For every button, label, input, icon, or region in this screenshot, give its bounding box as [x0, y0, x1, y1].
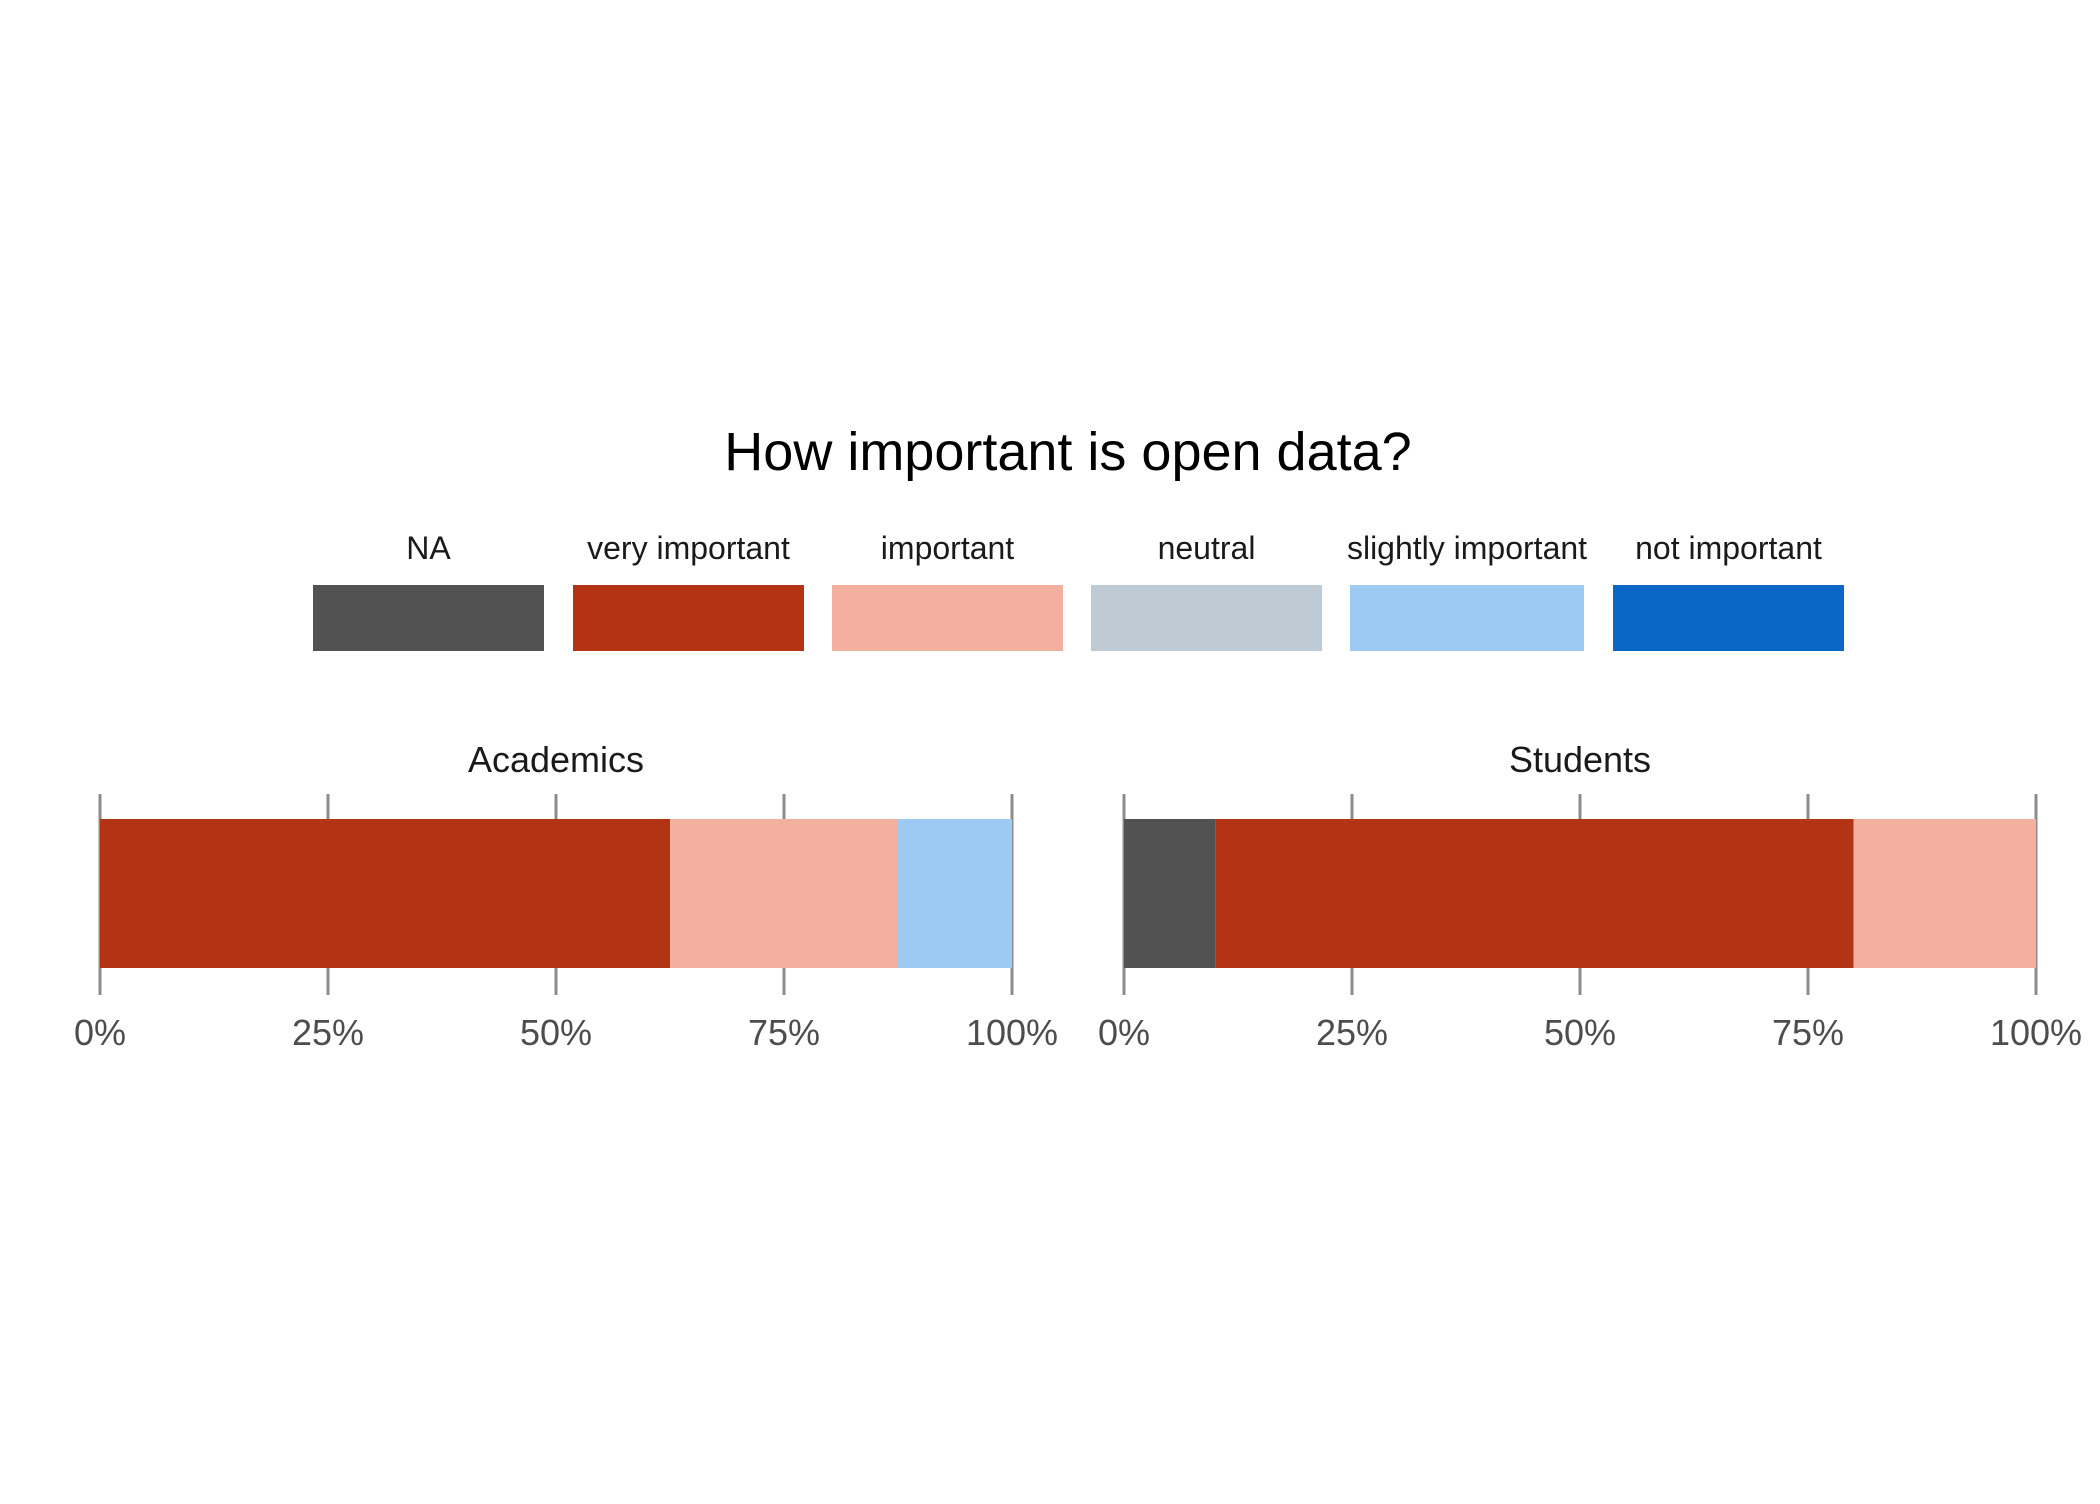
legend-item-very-important: very important — [573, 530, 804, 651]
legend-item-important: important — [832, 530, 1063, 651]
facet-panel-students: Students 0% 25% 50% 75% 100% — [1098, 739, 2082, 1053]
bar-segment-students-important — [1853, 819, 2036, 968]
legend-item-slightly-important: slightly important — [1347, 530, 1587, 651]
legend-swatch-neutral — [1091, 585, 1322, 651]
bar-segment-students-very-important — [1215, 819, 1854, 968]
tick-label-students-2: 50% — [1544, 1012, 1616, 1053]
tick-label-academics-4: 100% — [966, 1012, 1058, 1053]
legend: NA very important important neutral slightly… — [313, 530, 1844, 651]
bar-segment-academics-slightly-important — [898, 819, 1012, 968]
legend-label-not-important: not important — [1635, 530, 1822, 566]
legend-label-important: important — [881, 530, 1015, 566]
tick-label-academics-2: 50% — [520, 1012, 592, 1053]
legend-item-not-important: not important — [1613, 530, 1844, 651]
legend-label-very-important: very important — [587, 530, 790, 566]
facet-label-students: Students — [1509, 739, 1651, 780]
legend-swatch-slightly-important — [1350, 585, 1584, 651]
legend-label-slightly-important: slightly important — [1347, 530, 1587, 566]
legend-label-na: NA — [406, 530, 451, 566]
facet-panel-academics: Academics 0% 25% 50% 75% 100% — [74, 739, 1058, 1053]
tick-label-students-3: 75% — [1772, 1012, 1844, 1053]
tick-label-students-1: 25% — [1316, 1012, 1388, 1053]
chart-title: How important is open data? — [724, 422, 1411, 482]
facets: Academics 0% 25% 50% 75% 100% Students 0% 25% 50%… — [74, 739, 2082, 1053]
legend-item-neutral: neutral — [1091, 530, 1322, 651]
legend-swatch-na — [313, 585, 544, 651]
legend-item-na: NA — [313, 530, 544, 651]
legend-swatch-very-important — [573, 585, 804, 651]
tick-label-students-4: 100% — [1990, 1012, 2082, 1053]
bar-segment-students-na — [1124, 819, 1216, 968]
tick-label-academics-3: 75% — [748, 1012, 820, 1053]
tick-label-academics-0: 0% — [74, 1012, 126, 1053]
bar-segment-academics-very-important — [100, 819, 670, 968]
legend-swatch-important — [832, 585, 1063, 651]
facet-label-academics: Academics — [468, 739, 644, 780]
bar-segment-academics-important — [670, 819, 898, 968]
tick-label-students-0: 0% — [1098, 1012, 1150, 1053]
legend-label-neutral: neutral — [1158, 530, 1256, 566]
tick-label-academics-1: 25% — [292, 1012, 364, 1053]
legend-swatch-not-important — [1613, 585, 1844, 651]
